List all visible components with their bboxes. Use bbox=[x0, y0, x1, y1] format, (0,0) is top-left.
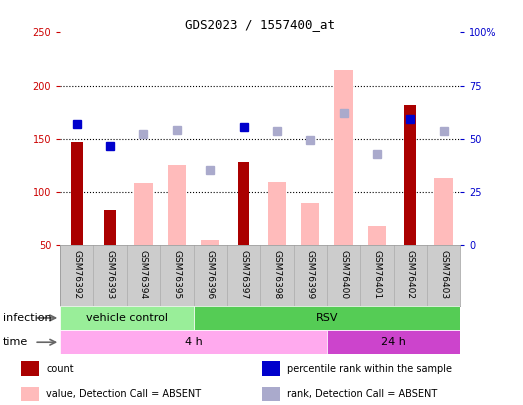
Bar bbox=[60, 306, 194, 330]
Bar bbox=[60, 330, 327, 354]
Bar bbox=[268, 182, 286, 245]
Text: GSM76403: GSM76403 bbox=[439, 250, 448, 299]
Bar bbox=[435, 178, 453, 245]
Bar bbox=[71, 142, 83, 245]
Text: GSM76399: GSM76399 bbox=[306, 250, 315, 299]
Text: GSM76397: GSM76397 bbox=[239, 250, 248, 299]
Text: vehicle control: vehicle control bbox=[86, 313, 168, 323]
Bar bbox=[327, 330, 460, 354]
Bar bbox=[334, 70, 353, 245]
Text: rank, Detection Call = ABSENT: rank, Detection Call = ABSENT bbox=[287, 389, 437, 399]
Text: percentile rank within the sample: percentile rank within the sample bbox=[287, 364, 452, 373]
Text: GSM76401: GSM76401 bbox=[372, 250, 381, 299]
Text: 4 h: 4 h bbox=[185, 337, 202, 347]
Text: infection: infection bbox=[3, 313, 51, 323]
Text: GSM76402: GSM76402 bbox=[406, 250, 415, 299]
Bar bbox=[201, 240, 219, 245]
Bar bbox=[134, 183, 153, 245]
Bar bbox=[20, 362, 39, 376]
Bar bbox=[104, 210, 116, 245]
Bar bbox=[262, 362, 280, 376]
Bar bbox=[404, 104, 416, 245]
Text: GSM76400: GSM76400 bbox=[339, 250, 348, 299]
Bar bbox=[168, 165, 186, 245]
Text: RSV: RSV bbox=[315, 313, 338, 323]
Title: GDS2023 / 1557400_at: GDS2023 / 1557400_at bbox=[185, 18, 335, 31]
Bar bbox=[20, 387, 39, 401]
Text: 24 h: 24 h bbox=[381, 337, 406, 347]
Text: count: count bbox=[46, 364, 74, 373]
Bar bbox=[368, 226, 386, 245]
Text: GSM76393: GSM76393 bbox=[106, 250, 115, 299]
Text: GSM76392: GSM76392 bbox=[72, 250, 81, 299]
Text: GSM76395: GSM76395 bbox=[173, 250, 181, 299]
Text: GSM76394: GSM76394 bbox=[139, 250, 148, 299]
Text: value, Detection Call = ABSENT: value, Detection Call = ABSENT bbox=[46, 389, 201, 399]
Text: time: time bbox=[3, 337, 28, 347]
Bar bbox=[194, 306, 460, 330]
Bar bbox=[262, 387, 280, 401]
Bar bbox=[301, 202, 320, 245]
Text: GSM76398: GSM76398 bbox=[272, 250, 281, 299]
Text: GSM76396: GSM76396 bbox=[206, 250, 214, 299]
Bar bbox=[237, 162, 249, 245]
